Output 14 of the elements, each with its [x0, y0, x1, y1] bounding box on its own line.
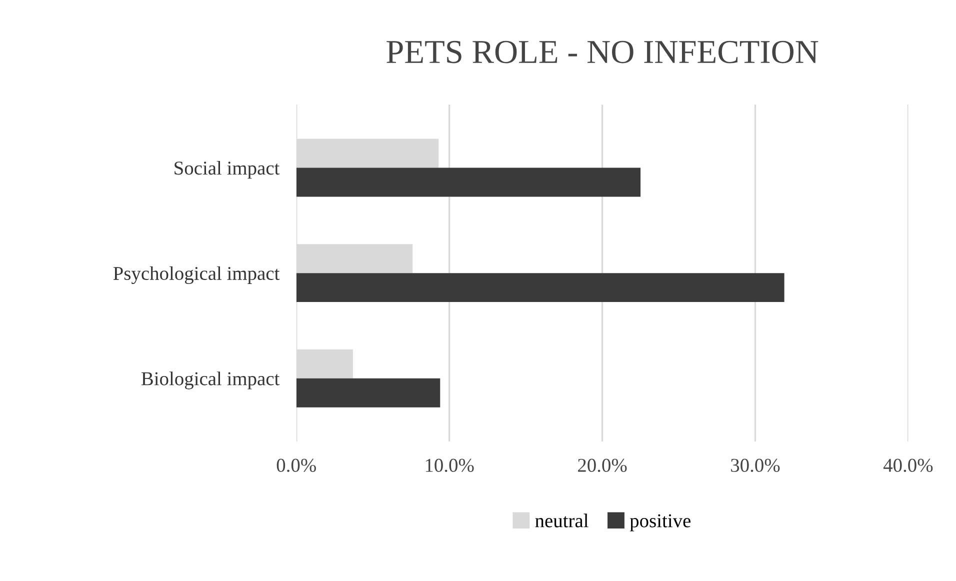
x-tick-label: 30.0% — [731, 458, 780, 472]
x-tick-label: 20.0% — [578, 458, 627, 472]
x-tick-label: 10.0% — [426, 458, 474, 472]
bar — [296, 378, 440, 408]
bar — [296, 168, 641, 197]
y-tick-label: Psychological impact — [113, 266, 280, 284]
chart-title: PETS ROLE - NO INFECTION — [386, 40, 818, 64]
bar — [296, 273, 784, 302]
x-tick-label: 0.0% — [276, 458, 316, 472]
legend-label: neutral — [535, 514, 588, 528]
legend-label: positive — [630, 514, 690, 532]
x-tick-label: 40.0% — [883, 458, 933, 472]
y-tick-label: Social impact — [174, 161, 280, 179]
y-tick-label: Biological impact — [141, 372, 280, 390]
